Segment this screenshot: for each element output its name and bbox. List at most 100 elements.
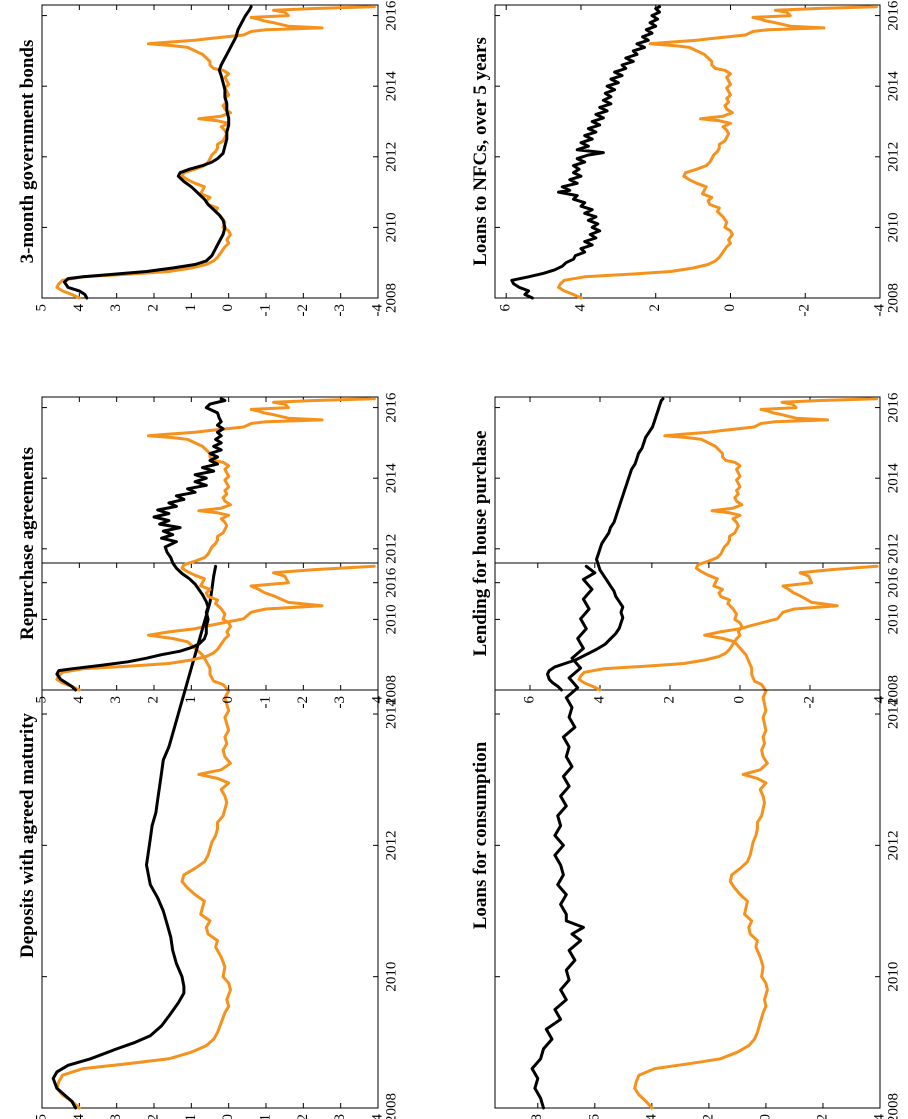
panel-frame <box>494 396 881 691</box>
x-tick-label: 2008 <box>886 283 902 313</box>
y-tick-label: -1 <box>257 1114 273 1119</box>
y-tick-label: 4 <box>572 304 588 312</box>
x-tick-label: 2012 <box>886 830 902 860</box>
y-tick-label: 2 <box>647 304 663 312</box>
y-tick-label: 0 <box>220 304 236 312</box>
x-tick-label: 2008 <box>384 283 400 313</box>
x-tick-label: 2012 <box>886 534 902 564</box>
y-tick-label: 0 <box>731 696 747 704</box>
panel-title: 3-month government bonds <box>17 40 38 264</box>
y-tick-label: 5 <box>33 696 49 704</box>
x-tick-label: 2016 <box>886 392 902 423</box>
y-tick-label: 1 <box>183 304 199 312</box>
x-tick-label: 2008 <box>384 675 400 705</box>
y-tick-label: -2 <box>295 1114 311 1119</box>
y-tick-label: -4 <box>871 304 887 317</box>
y-tick-label: 4 <box>71 304 87 312</box>
y-tick-label: -4 <box>369 304 385 317</box>
y-tick-label: 0 <box>220 1114 236 1119</box>
x-tick-label: 2014 <box>384 699 400 730</box>
y-tick-label: 2 <box>145 696 161 704</box>
y-tick-label: -1 <box>257 304 273 317</box>
panel-title: Lending for house purchase <box>470 431 491 657</box>
y-tick-label: 0 <box>722 304 738 312</box>
y-tick-label: 1 <box>183 1114 199 1119</box>
panel-title: Repurchase agreements <box>17 447 38 640</box>
series-line-orange <box>55 564 376 1110</box>
y-tick-label: 4 <box>643 1114 659 1119</box>
x-tick-label: 2010 <box>886 604 902 634</box>
panel-frame <box>494 562 881 1109</box>
y-tick-label: 6 <box>586 1114 602 1119</box>
series-line-orange <box>55 397 376 692</box>
y-tick-label: 3 <box>108 1114 124 1119</box>
y-tick-label: 0 <box>220 696 236 704</box>
y-tick-label: -2 <box>295 696 311 709</box>
panel-frame <box>494 4 881 299</box>
y-tick-label: -3 <box>332 304 348 317</box>
y-tick-label: -3 <box>332 696 348 709</box>
x-tick-label: 2014 <box>886 71 902 102</box>
y-tick-label: 2 <box>700 1114 716 1119</box>
series-line-black <box>546 397 665 692</box>
y-tick-label: 4 <box>71 1114 87 1119</box>
y-tick-label: -2 <box>797 304 813 317</box>
y-tick-label: 4 <box>591 696 607 704</box>
x-tick-label: 2016 <box>384 392 400 423</box>
x-tick-label: 2012 <box>886 142 902 172</box>
series-line-orange <box>55 5 376 300</box>
panel-frame <box>41 562 379 1109</box>
y-tick-label: -4 <box>369 696 385 709</box>
x-tick-label: 2014 <box>384 71 400 102</box>
x-tick-label: 2016 <box>886 0 902 31</box>
panel-frame <box>41 4 379 299</box>
y-tick-label: -4 <box>871 1114 887 1119</box>
x-tick-label: 2010 <box>384 604 400 634</box>
y-tick-label: 6 <box>498 304 514 312</box>
series-line-orange <box>557 5 878 300</box>
y-tick-label: -4 <box>871 696 887 709</box>
y-tick-label: 6 <box>521 696 537 704</box>
x-tick-label: 2010 <box>384 962 400 992</box>
panel-frame <box>41 396 379 691</box>
x-tick-label: 2010 <box>886 962 902 992</box>
y-tick-label: -2 <box>814 1114 830 1119</box>
y-tick-label: 0 <box>757 1114 773 1119</box>
y-tick-label: 4 <box>71 696 87 704</box>
x-tick-label: 2016 <box>384 567 400 598</box>
x-tick-label: 2012 <box>384 830 400 860</box>
y-tick-label: -1 <box>257 696 273 709</box>
y-tick-label: 1 <box>183 696 199 704</box>
y-tick-label: -2 <box>295 304 311 317</box>
y-tick-label: -4 <box>369 1114 385 1119</box>
series-line-black <box>62 5 253 300</box>
series-line-orange <box>633 564 879 1110</box>
x-tick-label: 2014 <box>886 463 902 494</box>
x-tick-label: 2010 <box>384 212 400 242</box>
series-line-black <box>51 564 218 1110</box>
y-tick-label: 2 <box>661 696 677 704</box>
y-tick-label: -3 <box>332 1114 348 1119</box>
y-tick-label: 2 <box>145 1114 161 1119</box>
x-tick-label: 2012 <box>384 534 400 564</box>
x-tick-label: 2008 <box>384 1093 400 1119</box>
y-tick-label: 3 <box>108 304 124 312</box>
x-tick-label: 2010 <box>886 212 902 242</box>
x-tick-label: 2014 <box>384 463 400 494</box>
x-tick-label: 2012 <box>384 142 400 172</box>
series-line-black <box>510 5 661 300</box>
y-tick-label: -2 <box>801 696 817 709</box>
series-line-black <box>55 397 227 692</box>
panel-title: Loans for consumption <box>470 741 491 929</box>
x-tick-label: 2014 <box>886 699 902 730</box>
x-tick-label: 2008 <box>886 1093 902 1119</box>
y-tick-label: 2 <box>145 304 161 312</box>
x-tick-label: 2016 <box>886 567 902 598</box>
